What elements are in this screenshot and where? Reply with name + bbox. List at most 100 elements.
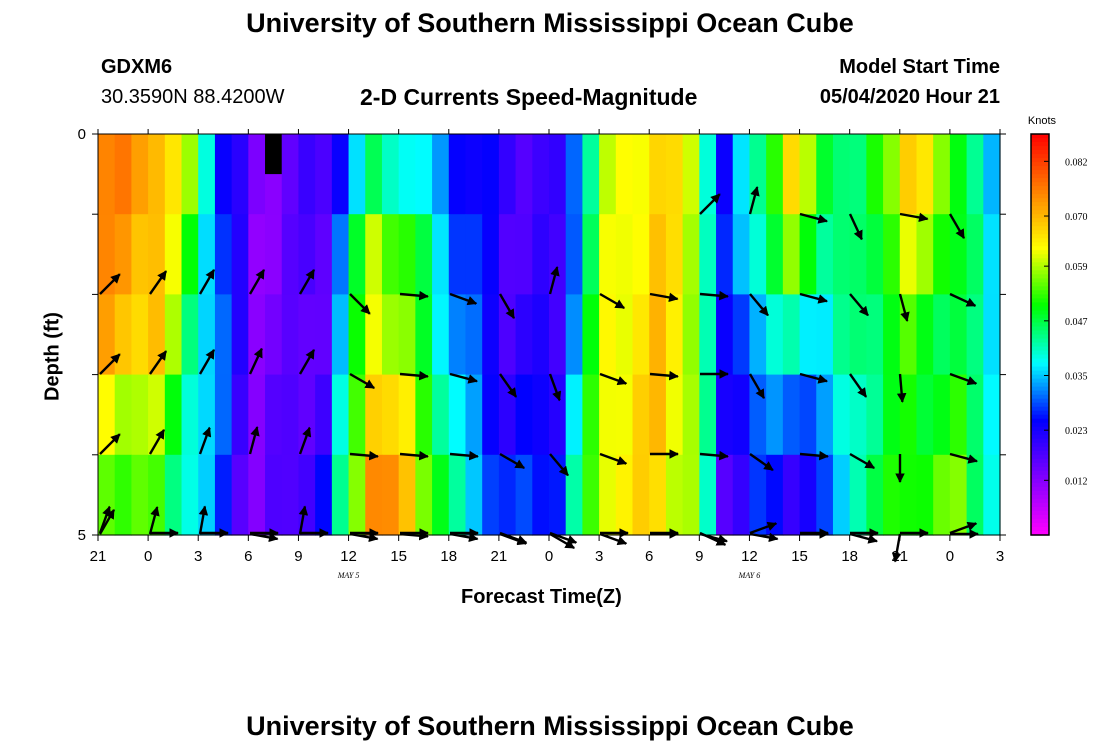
x-tick-label: 15 [390,548,407,565]
current-vector [948,213,966,240]
colorbar-segment [1031,402,1049,408]
heatmap-cell [181,374,199,456]
heatmap-cell [265,454,283,536]
heatmap-cell [515,214,533,295]
heatmap-cell [348,294,366,376]
heatmap-cell [699,134,717,215]
heatmap-cell [732,134,751,215]
colorbar-segment [1031,238,1049,243]
colorbar-segment [1031,190,1049,195]
heatmap-cell [515,374,533,456]
heatmap-cell [532,134,550,215]
colorbar-segment [1031,522,1049,528]
current-vector [449,292,478,306]
colorbar-segment [1031,526,1049,532]
heatmap-cell [782,214,801,295]
colorbar-segment [1031,302,1049,308]
heatmap-cell [716,214,734,295]
colorbar-segment [1031,502,1049,508]
current-vector [748,186,760,215]
heatmap-cell [883,214,901,295]
colorbar-segment [1031,458,1049,464]
current-vector [99,433,121,455]
current-vector [149,270,168,295]
heatmap-cell [749,294,767,376]
heatmap-cell [866,214,884,295]
heatmap-cell [949,454,968,536]
heatmap-cell [398,374,416,456]
current-vector [148,428,166,455]
heatmap-cell [582,134,600,215]
heatmap-cell [632,214,650,295]
colorbar-segment [1031,166,1049,171]
heatmap-cell [281,374,300,456]
heatmap-cell [615,214,634,295]
heatmap-cell [448,134,467,215]
current-vector [749,521,778,535]
current-vector [349,372,376,390]
colorbar-segment [1031,182,1049,187]
heatmap-cell [649,454,667,536]
current-vector [499,373,518,398]
heatmap-cell [549,214,567,295]
heatmap-cell [916,454,934,536]
heatmap-cell [949,214,968,295]
current-vector [399,290,429,301]
colorbar-segment [1031,410,1049,416]
colorbar-segment [1031,386,1049,392]
heatmap-cell [498,454,517,536]
x-tick-label: 0 [946,548,954,565]
heatmap-cell [983,134,1001,215]
heatmap-cell [966,294,984,376]
x-tick-label: 3 [996,548,1004,565]
heatmap-cell [281,294,300,376]
current-vector [898,293,910,322]
current-vector [198,348,216,375]
colorbar-tick-label: 0.070 [1065,212,1088,223]
x-tick-label: 3 [194,548,202,565]
heatmap-cell [381,374,400,456]
heatmap-cell [565,214,583,295]
current-vector [248,426,260,455]
heatmap-cell [214,454,233,536]
heatmap-cell [331,214,350,295]
heatmap-cell [799,454,817,536]
heatmap-cell [281,454,300,536]
x-tick-label: 6 [645,548,653,565]
heatmap-cell [365,294,383,376]
y-axis: 05 [78,126,1006,544]
colorbar-segment [1031,498,1049,504]
colorbar-segment [1031,446,1049,452]
heatmap-cell [716,294,734,376]
current-vector [548,373,562,402]
heatmap-cell [883,134,901,215]
heatmap-cell [549,454,567,536]
heatmap-cell [131,214,149,295]
heatmap-cell [348,454,366,536]
current-vector [899,212,929,223]
x-tick-label: 15 [791,548,808,565]
heatmap-cell [114,454,132,536]
heatmap-cell [448,374,467,456]
heatmap-cell [148,454,166,536]
colorbar-segment [1031,398,1049,404]
current-vector [599,452,628,466]
heatmap-cell [532,294,550,376]
heatmap-cell [381,454,400,536]
colorbar-segment [1031,378,1049,384]
y-tick-label: 5 [78,527,86,544]
date-label: MAY 6 [738,571,761,580]
heatmap-cell [214,134,233,215]
colorbar-segment [1031,426,1049,432]
heatmap-cell [732,454,751,536]
current-vector [699,193,721,215]
heatmap-cell [448,454,467,536]
heatmap-cell [482,374,500,456]
x-tick-label: 3 [595,548,603,565]
colorbar-segment [1031,234,1049,239]
colorbar-segment [1031,510,1049,516]
heatmap-cell [114,214,132,295]
current-vector [949,452,978,464]
heatmap-cell [682,294,700,376]
heatmap-cell [448,214,467,295]
